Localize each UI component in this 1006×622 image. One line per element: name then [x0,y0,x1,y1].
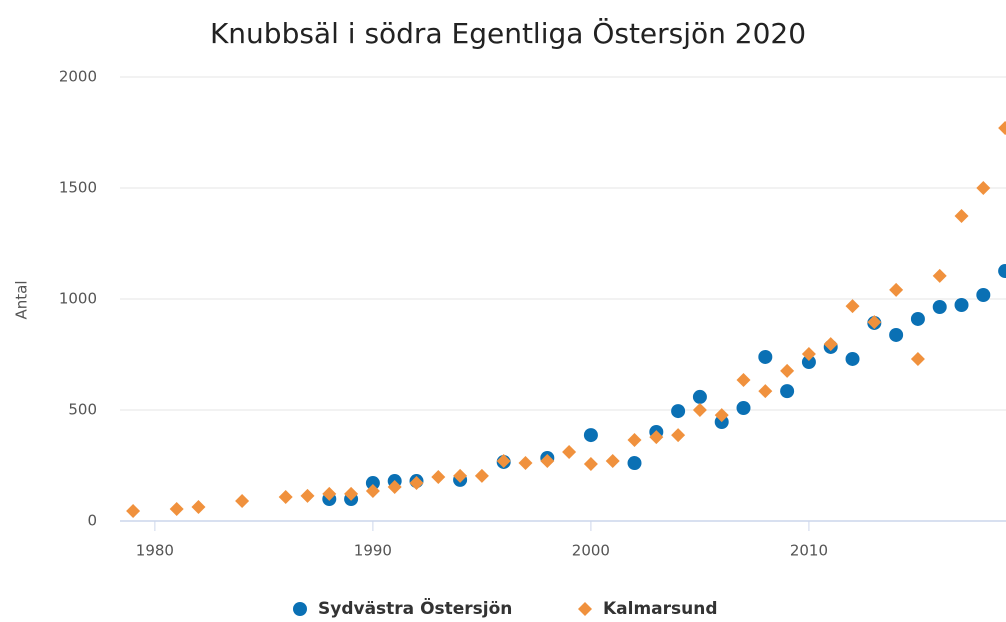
x-tick-label: 1990 [354,542,392,560]
point [409,476,424,491]
legend-label: Sydvästra Östersjön [318,597,512,619]
point [867,315,882,330]
point [845,299,860,314]
y-tick-label: 2000 [59,68,97,86]
point [910,351,925,366]
point [671,404,686,419]
point [562,444,577,459]
point [365,484,380,499]
point [278,490,293,505]
point [758,384,773,399]
y-tick-label: 1000 [59,290,97,308]
point [998,264,1006,279]
point [998,121,1006,136]
point [431,470,446,485]
point [583,456,598,471]
point [627,432,642,447]
point [344,486,359,501]
point [889,282,904,297]
point [954,208,969,223]
point [300,488,315,503]
point [583,428,598,443]
point [932,268,947,283]
point [322,486,337,501]
legend-marker [293,602,307,616]
point [780,384,795,399]
plot-area [126,121,1006,519]
y-axis-title: Antal [13,280,31,319]
point [736,373,751,388]
legend-label: Kalmarsund [603,599,718,619]
point [671,428,686,443]
point [365,476,380,491]
point [758,349,773,364]
point [126,504,141,519]
point [954,297,969,312]
point [692,389,707,404]
y-tick-label: 1500 [59,179,97,197]
point [801,347,816,362]
grid [120,76,1006,522]
point [453,468,468,483]
point [496,454,511,469]
point [932,299,947,314]
point [235,494,250,509]
legend: Sydvästra Östersjön Kalmarsund [293,597,718,619]
point [976,288,991,303]
point [976,181,991,195]
point [801,355,816,370]
point [387,480,402,495]
point [823,337,838,352]
point [714,408,729,423]
x-tick-label: 2000 [572,542,610,560]
x-tick-label: 2010 [790,542,828,560]
point [780,363,795,378]
point [627,456,642,471]
point [736,401,751,416]
point [910,311,925,326]
y-tick-label: 0 [87,512,97,530]
point [605,454,620,469]
point [518,456,533,471]
point [169,502,184,517]
point [191,500,206,515]
point [649,430,664,445]
y-tick-label: 500 [68,401,97,419]
legend-marker [578,602,592,616]
chart-title: Knubbsäl i södra Egentliga Östersjön 202… [210,16,806,50]
point [889,327,904,342]
x-tick-label: 1980 [136,542,174,560]
point [692,403,707,417]
point [474,468,489,483]
point [845,351,860,366]
point [540,454,555,469]
